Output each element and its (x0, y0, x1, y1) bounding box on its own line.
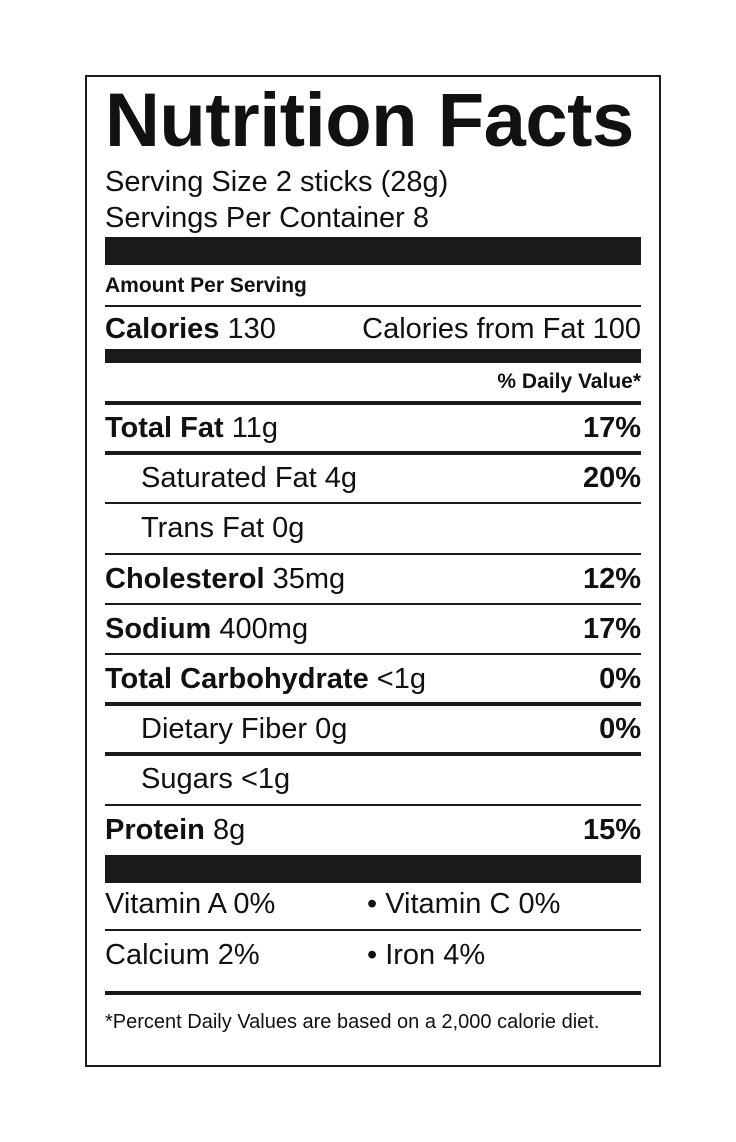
divider (105, 502, 641, 504)
calories-label: Calories (105, 313, 220, 345)
dietary-fiber-row: Dietary Fiber 0g 0% (105, 711, 641, 747)
nutrient-label: Saturated Fat (141, 462, 317, 494)
footnote: *Percent Daily Values are based on a 2,0… (105, 1011, 600, 1033)
daily-value-percent: 0% (599, 663, 641, 695)
trans-fat-row: Trans Fat 0g (105, 510, 641, 546)
calories-row: Calories 130 Calories from Fat 100 (105, 311, 641, 347)
total-fat-row: Total Fat 11g 17% (105, 410, 641, 446)
protein-row: Protein 8g 15% (105, 812, 641, 848)
daily-value-percent: 0% (599, 713, 641, 745)
divider (105, 929, 641, 931)
nutrient-label: Sodium (105, 613, 212, 645)
nutrient-label: Total Fat (105, 412, 224, 444)
calories-from-fat-value: 100 (592, 313, 641, 345)
thick-divider-bottom (105, 855, 641, 883)
daily-value-percent: 20% (582, 462, 641, 494)
nutrient-label: Trans Fat (141, 512, 265, 544)
vitamins-row-2: Calcium 2% • Iron 4% (105, 937, 641, 973)
cholesterol-row: Cholesterol 35mg 12% (105, 561, 641, 597)
daily-value-percent: 15% (582, 814, 641, 846)
amount-per-serving: Amount Per Serving (105, 274, 307, 297)
label-title: Nutrition Facts (105, 78, 634, 163)
divider (105, 804, 641, 806)
calories-from-fat-label: Calories from Fat (362, 313, 585, 345)
saturated-fat-row: Saturated Fat 4g 20% (105, 460, 641, 496)
nutrient-amount: 8g (212, 814, 246, 846)
nutrient-amount: <1g (376, 663, 426, 695)
nutrient-amount: 0g (315, 713, 348, 745)
vitamins-row-1: Vitamin A 0% • Vitamin C 0% (105, 886, 641, 922)
vitamin-c: • Vitamin C 0% (367, 888, 561, 920)
divider (105, 991, 641, 995)
daily-value-percent: 17% (582, 412, 641, 444)
divider (105, 401, 641, 405)
divider (105, 553, 641, 555)
iron: • Iron 4% (367, 939, 486, 971)
nutrient-label: Protein (105, 814, 205, 846)
total-carbohydrate-row: Total Carbohydrate <1g 0% (105, 661, 641, 697)
nutrient-amount: 35mg (272, 563, 346, 595)
divider (105, 305, 641, 307)
calories-value: 130 (227, 313, 276, 345)
nutrient-label: Dietary Fiber (141, 713, 307, 745)
nutrient-amount: 400mg (219, 613, 309, 645)
medium-divider (105, 349, 641, 363)
divider (105, 653, 641, 655)
nutrient-label: Total Carbohydrate (105, 663, 369, 695)
nutrient-amount: 4g (324, 462, 358, 494)
nutrient-label: Sugars (141, 763, 233, 795)
sodium-row: Sodium 400mg 17% (105, 611, 641, 647)
serving-size: Serving Size 2 sticks (28g) (105, 166, 449, 198)
daily-value-header: % Daily Value* (497, 370, 641, 393)
nutrient-amount: 0g (272, 512, 305, 544)
daily-value-percent: 12% (582, 563, 641, 595)
nutrient-amount: <1g (240, 763, 291, 795)
nutrient-amount: 11g (231, 412, 278, 444)
daily-value-percent: 17% (582, 613, 641, 645)
divider (105, 752, 641, 756)
servings-per-container: Servings Per Container 8 (105, 202, 429, 234)
thick-divider-top (105, 237, 641, 265)
nutrient-label: Cholesterol (105, 563, 265, 595)
vitamin-a: Vitamin A 0% (105, 888, 276, 920)
divider (105, 451, 641, 455)
divider (105, 603, 641, 605)
calcium: Calcium 2% (105, 939, 260, 971)
nutrition-facts-label: Nutrition Facts Serving Size 2 sticks (2… (85, 75, 661, 1067)
divider (105, 702, 641, 706)
sugars-row: Sugars <1g (105, 761, 641, 797)
